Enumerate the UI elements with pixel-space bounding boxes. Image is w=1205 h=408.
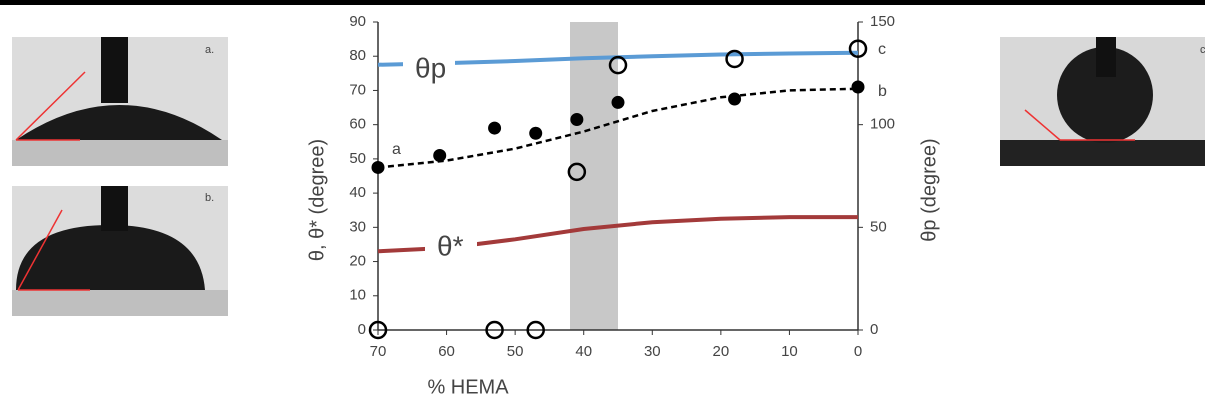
open-marker xyxy=(848,39,868,58)
inset-a: a. xyxy=(12,37,228,166)
annotation: c xyxy=(878,41,886,58)
open-marker xyxy=(368,320,388,340)
x-tick-label: 10 xyxy=(781,343,798,360)
inset-b: b. xyxy=(12,186,228,316)
marker xyxy=(488,121,502,135)
y-tick-label: 40 xyxy=(349,184,366,201)
y2-tick-label: 50 xyxy=(870,218,887,235)
inset-label: c. xyxy=(1200,44,1205,56)
marker xyxy=(529,126,543,140)
open-marker xyxy=(526,320,545,340)
y-tick-label: 0 xyxy=(358,321,366,338)
open-marker xyxy=(485,320,504,340)
y-tick-label: 90 xyxy=(349,13,366,30)
marker xyxy=(570,113,584,127)
x-tick-label: 40 xyxy=(575,343,592,360)
open-marker xyxy=(725,49,744,69)
y-axis-label: θ, θ* (degree) xyxy=(306,139,328,261)
annotation: a xyxy=(392,141,401,158)
y-tick-label: 10 xyxy=(349,287,366,304)
marker xyxy=(371,160,385,174)
y2-tick-label: 0 xyxy=(870,321,878,338)
line xyxy=(377,87,859,169)
x-tick-label: 70 xyxy=(370,343,387,360)
x-tick-label: 30 xyxy=(644,343,661,360)
shaded-region xyxy=(570,22,618,330)
y2-tick-label: 150 xyxy=(870,13,895,30)
annotation: b xyxy=(878,83,887,100)
y-tick-label: 30 xyxy=(349,218,366,235)
marker xyxy=(851,80,865,94)
inset-c: c. xyxy=(1000,37,1205,166)
y-tick-label: 50 xyxy=(349,150,366,167)
open-marker xyxy=(608,55,628,75)
marker xyxy=(728,92,742,106)
y-tick-label: 20 xyxy=(349,253,366,270)
annotation-bg xyxy=(425,232,477,264)
x-axis-label: % HEMA xyxy=(427,376,509,398)
inset-label: a. xyxy=(205,44,214,56)
annotation-bg xyxy=(403,54,455,86)
inset-label: b. xyxy=(205,192,214,204)
y2-axis-label: θp (degree) xyxy=(918,138,940,241)
y-tick-label: 70 xyxy=(349,81,366,98)
marker xyxy=(611,95,625,109)
x-tick-label: 50 xyxy=(507,343,524,360)
y-tick-label: 60 xyxy=(349,116,366,133)
marker xyxy=(433,148,447,162)
y2-tick-label: 100 xyxy=(870,116,895,133)
top-rule xyxy=(0,0,1205,5)
annotation: θ* xyxy=(437,230,464,261)
x-tick-label: 0 xyxy=(854,343,862,360)
open-marker xyxy=(567,162,587,182)
x-tick-label: 20 xyxy=(713,343,730,360)
y-tick-label: 80 xyxy=(349,47,366,64)
x-tick-label: 60 xyxy=(438,343,455,360)
annotation: θp xyxy=(415,52,446,83)
